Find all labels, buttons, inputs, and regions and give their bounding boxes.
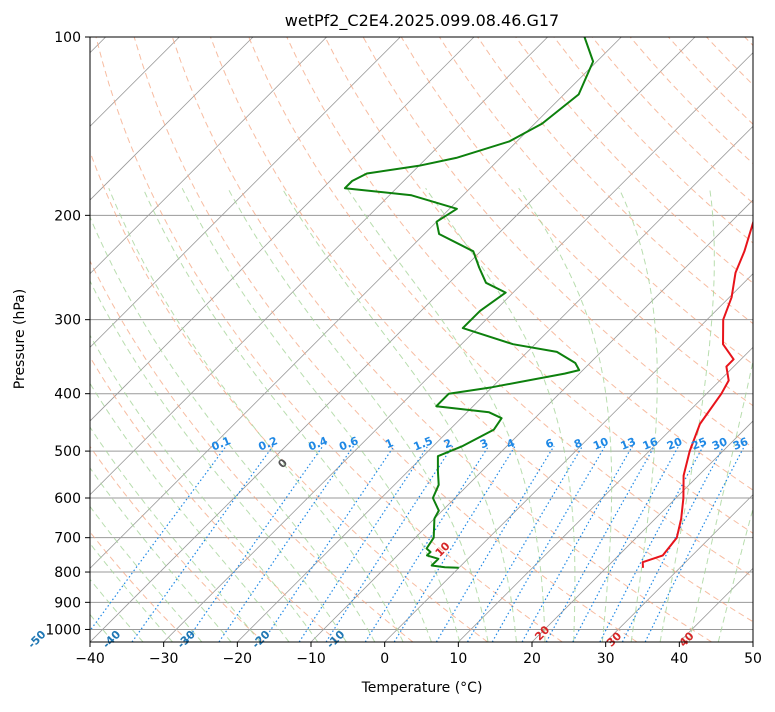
mixing-ratio-line <box>365 446 489 642</box>
moist-adiabat-line <box>718 188 775 642</box>
mixing-ratio-line <box>394 446 515 642</box>
dry-adiabat-line <box>0 37 264 642</box>
dry-adiabat-line <box>707 37 775 642</box>
moist-adiabat-line <box>0 188 202 642</box>
isotherm-line <box>90 37 695 642</box>
moist-adiabat-line <box>689 188 775 642</box>
mixing-ratio-line <box>186 446 323 642</box>
moist-adiabat-label: 20 <box>532 623 552 643</box>
moist-adiabat-line <box>519 188 612 642</box>
y-tick-label: 300 <box>54 313 81 329</box>
dry-adiabat-line <box>478 37 775 642</box>
moist-adiabat-line <box>3 188 289 642</box>
x-tick-label: −10 <box>296 651 326 667</box>
isotherm-line <box>0 37 400 642</box>
mixing-ratio-label: 36 <box>731 435 750 453</box>
y-tick-label: 100 <box>54 30 81 46</box>
mixing-ratio-label: 25 <box>690 435 709 453</box>
mixing-ratio-label: 13 <box>619 435 638 453</box>
y-tick-label: 700 <box>54 531 81 547</box>
isotherm-line <box>458 37 775 642</box>
dry-adiabat-line <box>58 37 488 642</box>
isotherm-line <box>532 37 775 642</box>
dry-adiabat-line <box>745 37 775 642</box>
mixing-ratio-line <box>436 446 554 642</box>
y-tick-label: 900 <box>54 595 81 611</box>
dry-adiabat-line <box>20 37 413 642</box>
moist-adiabat-label: 30 <box>604 629 624 649</box>
dry-adiabat-line <box>516 37 775 642</box>
moist-adiabat-line <box>347 188 545 642</box>
mixing-ratio-line <box>326 446 453 642</box>
isotherm-line <box>0 37 548 642</box>
dewpoint-profile-line <box>345 37 593 568</box>
x-tick-label: 30 <box>597 651 615 667</box>
y-tick-label: 500 <box>54 444 81 460</box>
dry-adiabat-label: -10 <box>324 628 347 651</box>
isotherm-line <box>679 37 775 642</box>
moist-adiabat-line <box>0 188 173 642</box>
x-tick-label: −40 <box>75 651 105 667</box>
x-tick-label: 40 <box>670 651 688 667</box>
x-tick-label: −30 <box>149 651 179 667</box>
mixing-ratio-label: 4 <box>505 436 517 451</box>
moist-adiabat-line <box>0 188 231 642</box>
isotherm-line <box>237 37 775 642</box>
mixing-ratio-line <box>522 446 632 642</box>
mixing-ratio-label: 1 <box>383 436 395 451</box>
moist-adiabat-line <box>79 188 375 642</box>
x-tick-label: 10 <box>449 651 467 667</box>
isotherm-line <box>16 37 621 642</box>
mixing-ratio-line <box>263 446 395 642</box>
dry-adiabat-line <box>96 37 562 642</box>
dry-adiabat-line <box>0 37 338 642</box>
mixing-ratio-line <box>468 446 583 642</box>
moist-adiabat-line <box>619 188 657 642</box>
x-axis-label: Temperature (°C) <box>361 680 483 696</box>
moist-adiabat-line <box>228 188 488 642</box>
y-tick-label: 1000 <box>45 622 81 638</box>
mixing-ratio-line <box>600 446 704 642</box>
x-tick-label: 0 <box>380 651 389 667</box>
moist-adiabat-label: 0 <box>275 456 290 471</box>
isotherm-line <box>0 37 253 642</box>
mixing-ratio-label: 20 <box>665 435 684 453</box>
x-tick-label: −20 <box>223 651 253 667</box>
dry-adiabat-line <box>668 37 775 642</box>
isotherm-line <box>753 37 775 642</box>
mixing-ratio-line <box>219 446 354 642</box>
y-tick-label: 400 <box>54 387 81 403</box>
mixing-ratio-label: 6 <box>544 436 556 451</box>
dry-adiabat-line <box>0 37 189 642</box>
mixing-ratio-label: 30 <box>710 435 729 453</box>
mixing-ratio-line <box>573 446 679 642</box>
y-axis-label: Pressure (hPa) <box>12 289 28 389</box>
y-tick-label: 200 <box>54 208 81 224</box>
mixing-ratio-line <box>82 446 227 642</box>
chart-title: wetPf2_C2E4.2025.099.08.46.G17 <box>285 11 559 31</box>
y-tick-label: 800 <box>54 565 81 581</box>
isotherm-line <box>311 37 775 642</box>
mixing-ratio-label: 10 <box>591 435 610 453</box>
x-tick-label: 50 <box>744 651 762 667</box>
isotherm-line <box>0 37 474 642</box>
mixing-ratio-label: 3 <box>478 436 490 451</box>
moist-adiabat-line <box>0 188 260 642</box>
mixing-ratio-line <box>546 446 654 642</box>
isotherm-line <box>0 37 327 642</box>
mixing-ratio-label: 2 <box>442 436 454 451</box>
y-tick-label: 600 <box>54 491 81 507</box>
mixing-ratio-line <box>645 446 744 642</box>
dry-adiabat-line <box>592 37 775 642</box>
dry-adiabat-line <box>134 37 637 642</box>
x-tick-label: 20 <box>523 651 541 667</box>
mixing-ratio-label: 16 <box>641 435 660 453</box>
moist-adiabat-line <box>109 188 403 642</box>
isotherm-line <box>164 37 769 642</box>
moist-adiabat-line <box>143 188 431 642</box>
temperature-profile-line <box>643 37 775 568</box>
